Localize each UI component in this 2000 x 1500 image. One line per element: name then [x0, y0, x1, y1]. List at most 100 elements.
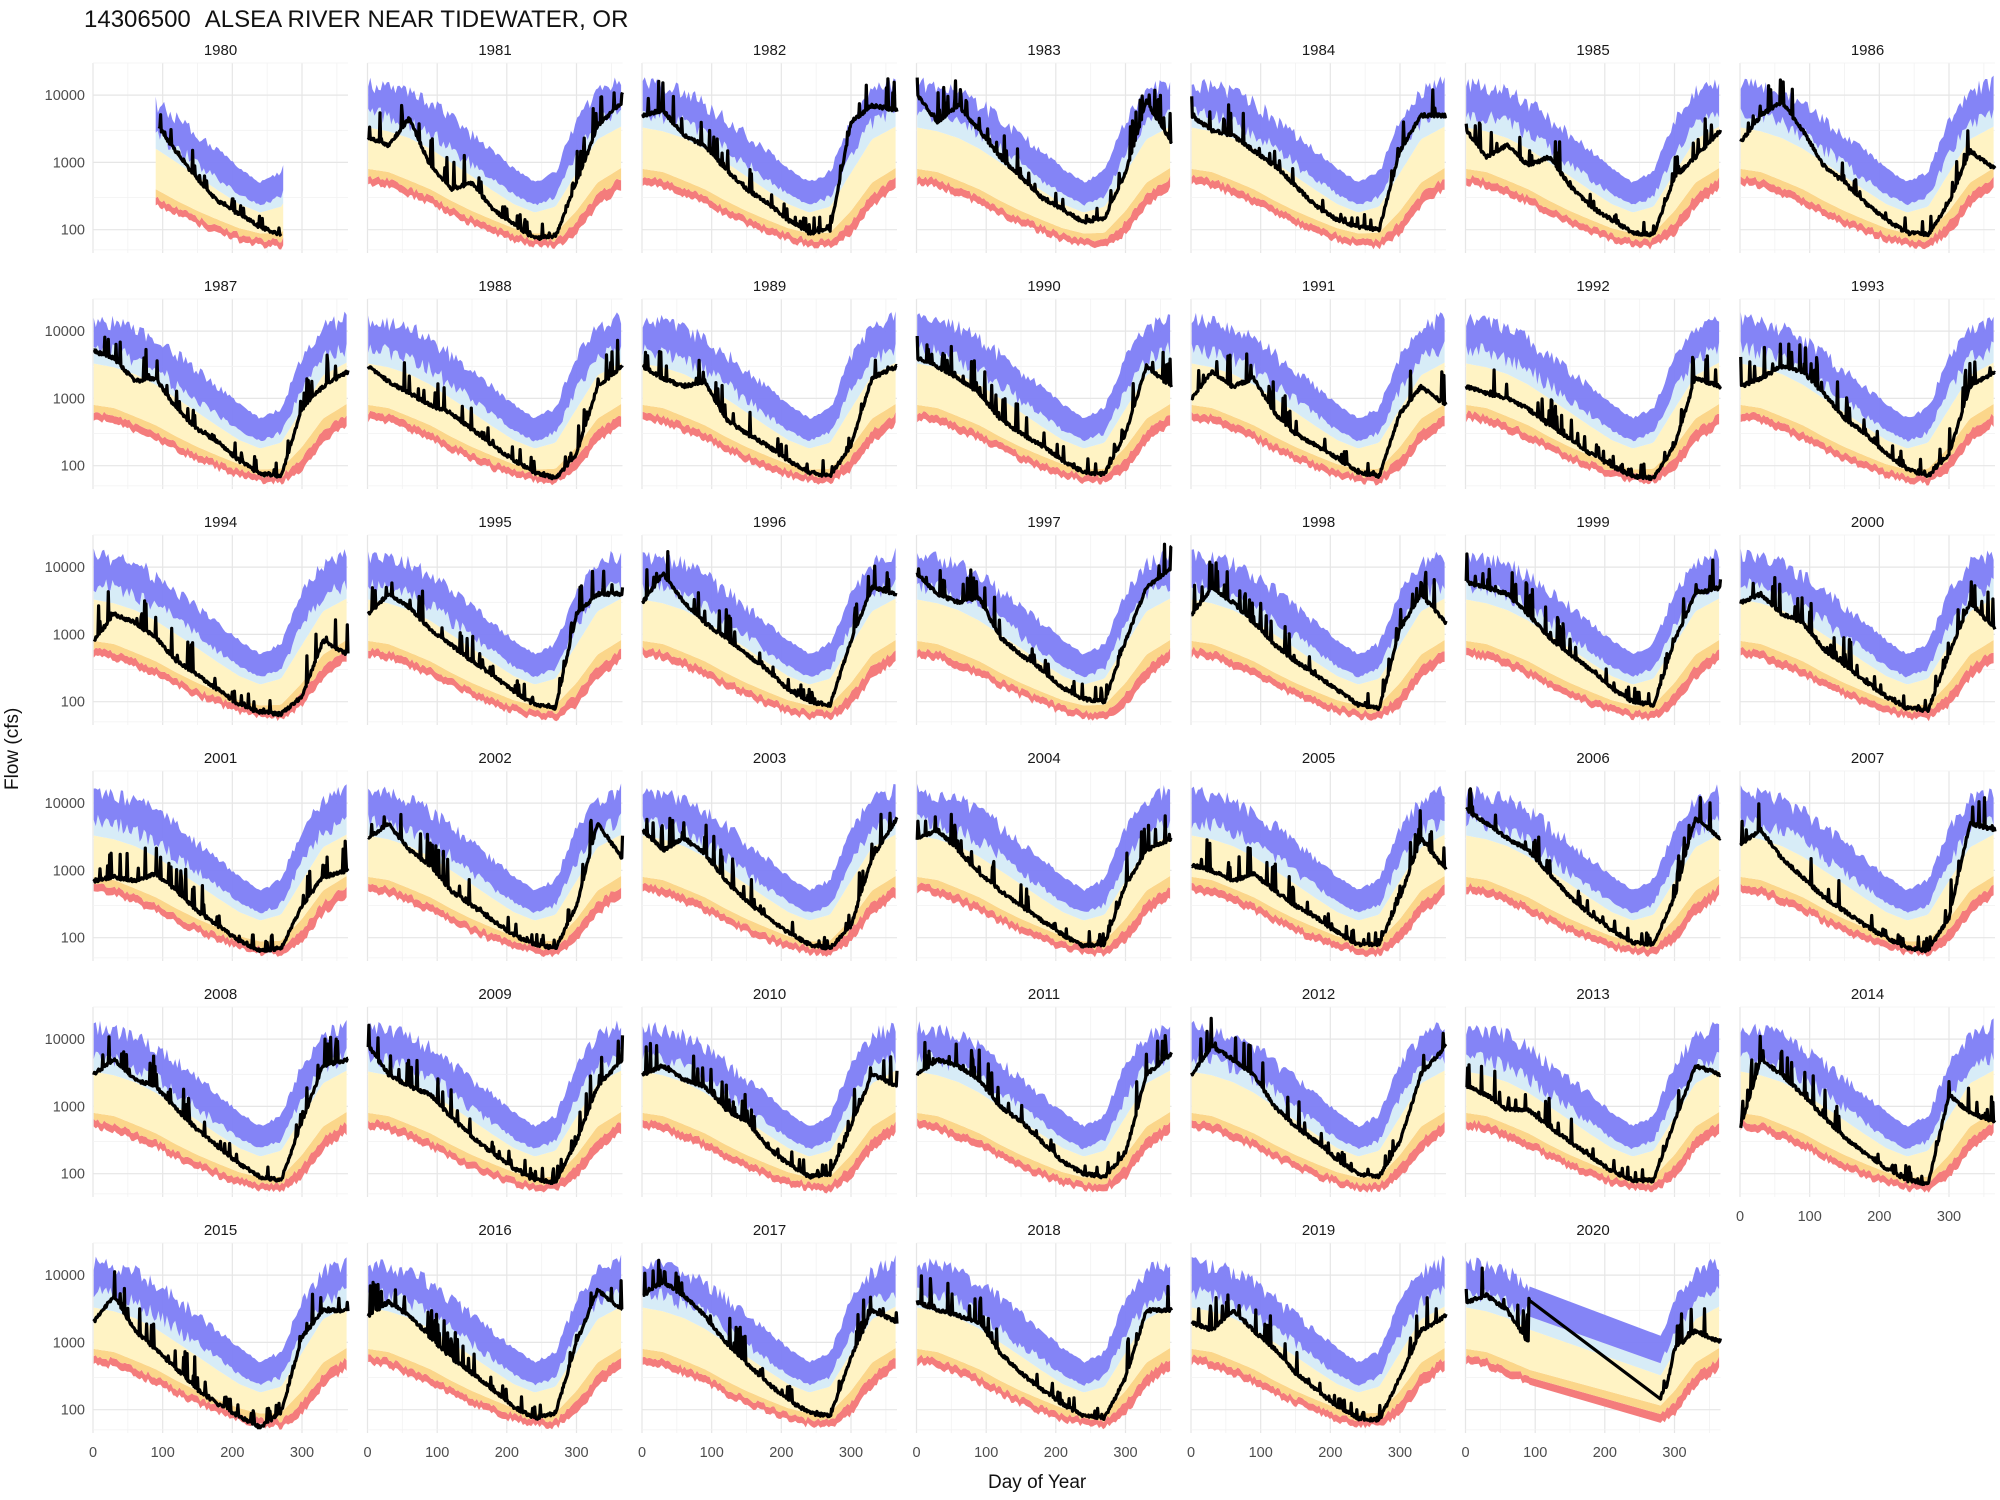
band-normal — [917, 1306, 1171, 1414]
flow-line-1985 — [1464, 117, 1723, 238]
band-highest — [917, 1258, 1171, 1386]
facet-panel-1994: 1994 100 1000 10000 — [45, 514, 350, 725]
facet-strip-label: 2016 — [478, 1222, 511, 1239]
flow-line-2016 — [366, 1279, 624, 1421]
facet-strip-label: 1983 — [1027, 42, 1060, 59]
band-above — [1740, 815, 1994, 921]
band-low — [155, 189, 284, 243]
flow-line-2017 — [641, 1258, 899, 1419]
band-above — [917, 814, 1171, 921]
y-tick-label: 1000 — [53, 1335, 85, 1351]
facet-strip-label: 2019 — [1302, 1222, 1335, 1239]
band-above — [1740, 577, 1994, 685]
facet-panel-2008: 2008 100 1000 10000 — [45, 986, 349, 1197]
flow-line-1995 — [366, 569, 625, 711]
flow-line-2014 — [1739, 1034, 1997, 1187]
facet-panel-2015: 2015 100 1000 10000 0 100 200 300 — [45, 1222, 350, 1461]
band-lowest — [1740, 1118, 1994, 1193]
band-highest — [642, 311, 896, 441]
facet-strip-label: 1993 — [1851, 278, 1884, 295]
x-tick-label: 300 — [564, 1445, 588, 1461]
x-tick-label: 100 — [974, 1445, 998, 1461]
band-low — [917, 404, 1171, 478]
band-lowest — [1740, 411, 1994, 486]
facet-strip-label: 1992 — [1576, 278, 1609, 295]
y-tick-label: 10000 — [45, 1268, 85, 1284]
facet-panel-2004: 2004 — [915, 750, 1173, 961]
band-low — [917, 1112, 1171, 1186]
y-tick-label: 10000 — [45, 324, 85, 340]
flow-line-2010 — [641, 1041, 899, 1180]
x-tick-label: 200 — [220, 1445, 244, 1461]
facet-panel-2016: 2016 0 100 200 300 — [363, 1222, 624, 1461]
facet-panel-1980: 1980 100 1000 10000 — [45, 42, 348, 253]
band-low — [917, 640, 1171, 715]
band-above — [917, 341, 1171, 449]
band-normal — [1740, 834, 1994, 942]
band-above — [93, 1286, 347, 1393]
band-above — [642, 1288, 896, 1393]
band-normal — [917, 834, 1171, 942]
band-low — [368, 1348, 622, 1423]
facet-panel-1992: 1992 — [1464, 278, 1722, 489]
flow-line-2006 — [1465, 787, 1722, 947]
band-normal — [1466, 362, 1720, 470]
flow-line-1988 — [366, 338, 624, 481]
y-tick-label: 1000 — [53, 155, 85, 171]
band-lowest — [642, 1356, 896, 1428]
facet-panel-1989: 1989 — [641, 278, 898, 489]
flow-line-1991 — [1190, 352, 1448, 479]
band-low — [1191, 1348, 1445, 1422]
facet-panel-1998: 1998 — [1190, 514, 1448, 725]
band-above — [642, 579, 896, 685]
band-above — [368, 579, 622, 685]
band-lowest — [93, 647, 347, 721]
band-normal — [368, 598, 622, 706]
band-highest — [1191, 312, 1445, 442]
x-tick-label: 300 — [1937, 1209, 1961, 1225]
band-highest — [917, 313, 1171, 442]
band-normal — [917, 126, 1171, 234]
band-highest — [642, 1022, 896, 1150]
facet-panel-1999: 1999 — [1464, 514, 1723, 725]
facet-strip-label: 1997 — [1027, 514, 1060, 531]
facet-panel-2009: 2009 — [366, 986, 625, 1197]
x-axis-label: Day of Year — [988, 1472, 1087, 1493]
band-above — [917, 1287, 1171, 1393]
band-low — [1466, 1112, 1720, 1186]
band-low — [917, 1348, 1171, 1423]
facet-panel-2011: 2011 — [915, 986, 1173, 1197]
x-tick-label: 200 — [1318, 1445, 1342, 1461]
band-normal — [642, 362, 896, 470]
band-above — [1466, 111, 1720, 213]
band-low — [1191, 404, 1445, 479]
band-lowest — [642, 646, 896, 721]
band-highest — [368, 551, 622, 677]
facet-strip-label: 2007 — [1851, 750, 1884, 767]
flow-line-2000 — [1739, 576, 1997, 713]
facet-strip-label: 1986 — [1851, 42, 1884, 59]
flow-line-2002 — [367, 812, 625, 951]
flow-line-1987 — [92, 335, 350, 479]
band-above — [368, 1048, 622, 1157]
band-low — [368, 876, 622, 951]
band-lowest — [642, 176, 896, 249]
facet-panel-1982: 1982 — [641, 42, 899, 253]
band-highest — [917, 783, 1171, 912]
band-above — [1466, 814, 1720, 921]
band-normal — [1740, 362, 1994, 470]
band-highest — [1466, 78, 1720, 205]
band-low — [93, 404, 347, 478]
flow-line-1993 — [1739, 342, 1996, 478]
band-normal — [917, 598, 1171, 706]
band-highest — [1740, 75, 1994, 206]
band-low — [1466, 1348, 1720, 1415]
band-above — [642, 1050, 896, 1157]
band-lowest — [1191, 412, 1445, 486]
facet-panel-2006: 2006 — [1464, 750, 1722, 961]
facet-panel-1991: 1991 — [1190, 278, 1448, 489]
facet-strip-label: 1985 — [1576, 42, 1609, 59]
band-highest — [1740, 548, 1994, 678]
y-tick-label: 100 — [61, 1403, 85, 1419]
facet-panel-1985: 1985 — [1464, 42, 1723, 253]
